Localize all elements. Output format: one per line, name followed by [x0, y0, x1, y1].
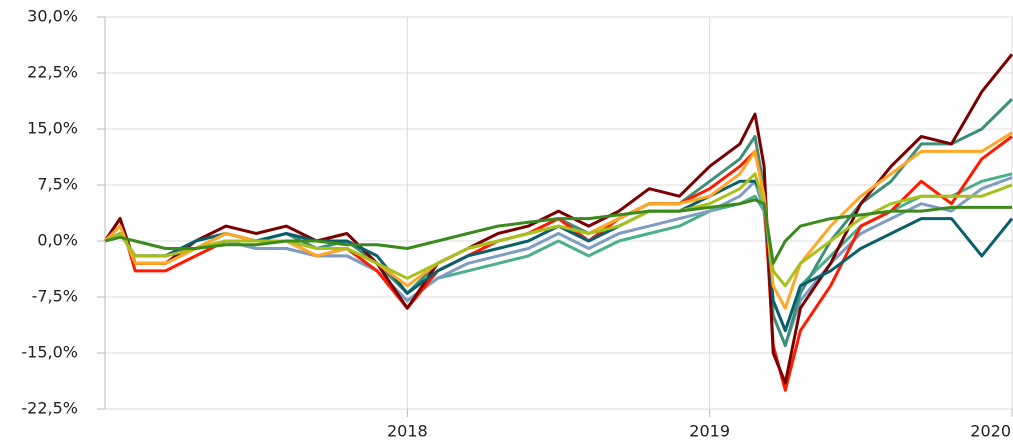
- x-tick-label: 2020: [970, 422, 1011, 441]
- y-tick-label: -22,5%: [21, 399, 78, 418]
- series-line: [103, 135, 1013, 392]
- series-line: [104, 176, 1013, 347]
- y-tick-label: -7,5%: [32, 287, 78, 306]
- series-line: [103, 98, 1013, 347]
- series-line: [104, 172, 1013, 333]
- y-tick-label: 15,0%: [27, 119, 78, 138]
- series-line: [104, 179, 1013, 333]
- y-tick-label: -15,0%: [21, 343, 78, 362]
- axes: 30,0% 22,5% 15,0% 7,5% 0,0% -7,5% -15,0% -22,5%…: [21, 7, 1013, 441]
- lines: [103, 53, 1013, 392]
- series-line: [104, 198, 1012, 265]
- x-tick-label: 2018: [387, 422, 428, 441]
- x-tick-label: 2019: [689, 422, 730, 441]
- y-tick-label: 30,0%: [27, 7, 78, 26]
- series-line: [104, 172, 1013, 288]
- y-tick-label: 7,5%: [37, 175, 78, 194]
- y-tick-label: 22,5%: [27, 63, 78, 82]
- series-line: [103, 53, 1013, 385]
- y-tick-label: 0,0%: [37, 231, 78, 250]
